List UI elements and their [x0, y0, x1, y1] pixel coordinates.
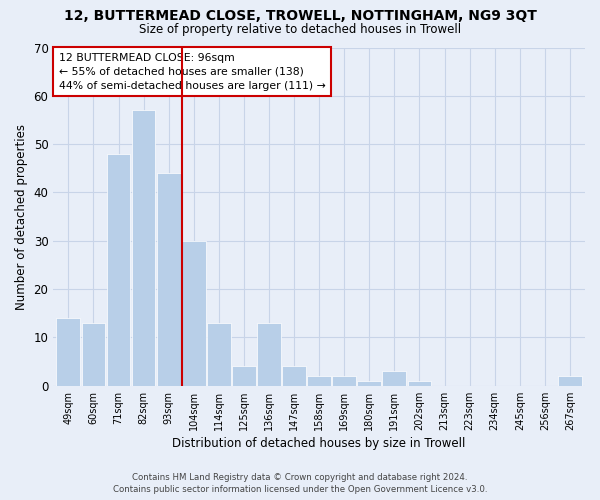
Bar [558, 376, 582, 386]
Bar [358, 381, 381, 386]
Bar [382, 372, 406, 386]
Bar [207, 323, 231, 386]
Bar [182, 241, 206, 386]
Bar [56, 318, 80, 386]
Bar [157, 173, 181, 386]
Bar [282, 366, 306, 386]
Bar [307, 376, 331, 386]
Bar [82, 323, 106, 386]
Text: 12, BUTTERMEAD CLOSE, TROWELL, NOTTINGHAM, NG9 3QT: 12, BUTTERMEAD CLOSE, TROWELL, NOTTINGHA… [64, 9, 536, 23]
Bar [107, 154, 130, 386]
Bar [232, 366, 256, 386]
Bar [407, 381, 431, 386]
X-axis label: Distribution of detached houses by size in Trowell: Distribution of detached houses by size … [172, 437, 466, 450]
Text: 12 BUTTERMEAD CLOSE: 96sqm
← 55% of detached houses are smaller (138)
44% of sem: 12 BUTTERMEAD CLOSE: 96sqm ← 55% of deta… [59, 52, 325, 90]
Bar [131, 110, 155, 386]
Text: Size of property relative to detached houses in Trowell: Size of property relative to detached ho… [139, 22, 461, 36]
Text: Contains HM Land Registry data © Crown copyright and database right 2024.
Contai: Contains HM Land Registry data © Crown c… [113, 472, 487, 494]
Bar [332, 376, 356, 386]
Bar [257, 323, 281, 386]
Y-axis label: Number of detached properties: Number of detached properties [15, 124, 28, 310]
